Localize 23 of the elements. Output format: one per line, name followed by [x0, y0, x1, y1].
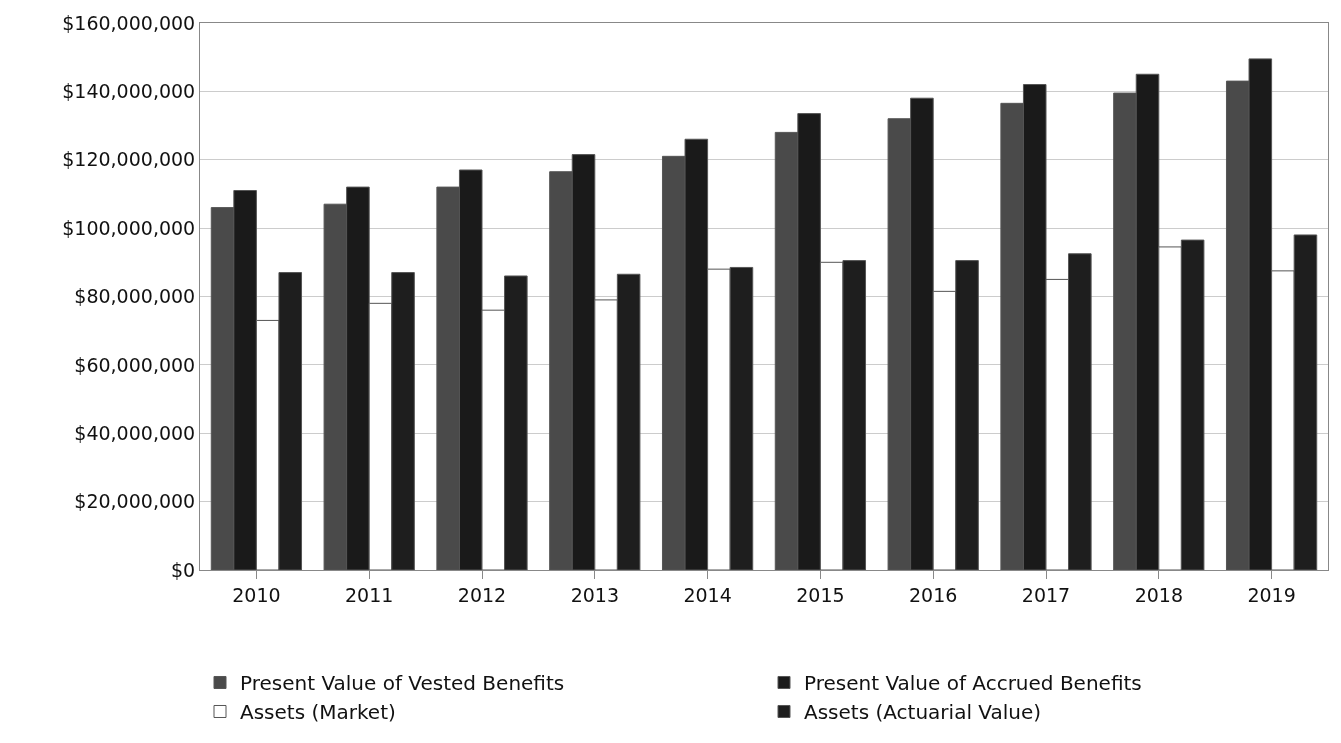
y-tick-label: $100,000,000	[62, 216, 196, 239]
legend-label: Assets (Market)	[240, 700, 396, 725]
x-tick-label: 2016	[909, 583, 958, 606]
x-tick-label: 2010	[232, 583, 281, 606]
x-tick-label: 2017	[1021, 583, 1071, 606]
y-tick-label: $20,000,000	[74, 490, 196, 513]
x-tick-label: 2012	[457, 583, 507, 606]
x-tick-label: 2019	[1247, 583, 1296, 606]
y-tick-label: $40,000,000	[74, 421, 196, 444]
y-tick-label: $120,000,000	[62, 148, 196, 171]
legend-label: Present Value of Vested Benefits	[240, 671, 565, 696]
y-tick-label: $140,000,000	[62, 80, 196, 103]
x-tick-label: 2011	[345, 583, 394, 606]
y-tick-label: $60,000,000	[74, 353, 196, 376]
legend-label: Present Value of Accrued Benefits	[804, 671, 1142, 696]
y-tick-label: $80,000,000	[74, 285, 196, 308]
legend-label: Assets (Actuarial Value)	[804, 700, 1042, 725]
y-tick-label: $0	[171, 558, 196, 581]
y-tick-label: $160,000,000	[62, 11, 196, 34]
x-tick-label: 2014	[683, 583, 732, 606]
x-tick-label: 2015	[796, 583, 845, 606]
x-tick-label: 2013	[570, 583, 619, 606]
x-tick-label: 2018	[1134, 583, 1183, 606]
